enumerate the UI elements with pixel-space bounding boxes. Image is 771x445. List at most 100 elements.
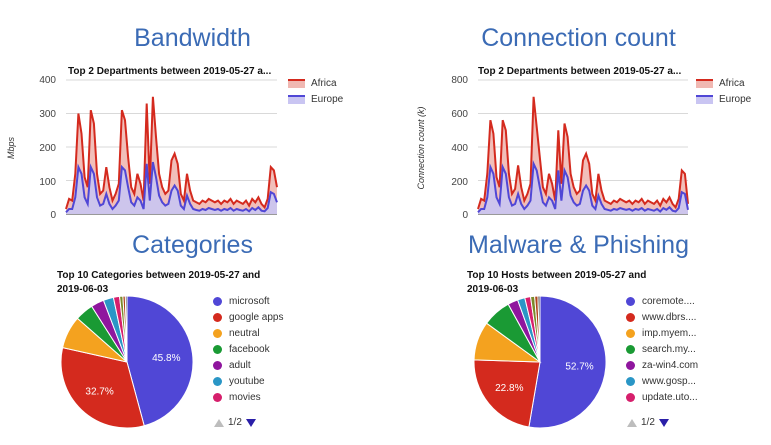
legend-item-youtube[interactable]: youtube	[213, 373, 284, 389]
bandwidth-chart: Mbps 400 300 200 100 0	[6, 75, 278, 221]
categories-pie: 45.8% 32.7%	[60, 295, 194, 429]
legend-label: www.dbrs....	[642, 311, 697, 323]
next-page-icon[interactable]	[658, 418, 669, 427]
malware-panel: Malware & Phishing Top 10 Hosts between …	[386, 222, 771, 444]
legend-item-facebook[interactable]: facebook	[213, 341, 284, 357]
legend-dot-icon	[626, 328, 635, 338]
connections-ytick-0: 800	[451, 75, 468, 86]
legend-dot-icon	[213, 296, 222, 306]
malware-chart-title-line1: Top 10 Hosts between 2019-05-27 and	[467, 270, 647, 281]
categories-page-indicator: 1/2	[228, 417, 242, 428]
bandwidth-line-europe[interactable]	[65, 161, 278, 213]
africa-swatch-icon	[696, 78, 713, 88]
bandwidth-chart-title: Top 2 Departments between 2019-05-27 a..…	[68, 66, 272, 77]
connections-ytick-2: 400	[451, 143, 468, 154]
malware-slice[interactable]	[528, 295, 607, 429]
legend-item-adult[interactable]: adult	[213, 357, 284, 373]
legend-label: youtube	[229, 375, 265, 387]
europe-swatch-icon	[696, 94, 713, 104]
legend-label: Europe	[719, 94, 752, 105]
legend-item-host-7[interactable]: update.uto...	[626, 389, 698, 405]
categories-slice[interactable]	[126, 295, 194, 427]
bandwidth-title: Bandwidth	[134, 24, 251, 52]
connections-legend-africa[interactable]: Africa	[696, 78, 745, 89]
prev-page-icon[interactable]	[214, 418, 224, 427]
connections-line-europe[interactable]	[477, 159, 689, 213]
bandwidth-ytick-3: 100	[39, 177, 56, 188]
bandwidth-ytick-1: 300	[39, 109, 56, 120]
malware-legend: coremote.... www.dbrs.... imp.myem... se…	[626, 293, 698, 405]
legend-label: imp.myem...	[642, 327, 697, 339]
legend-label: movies	[229, 391, 261, 403]
legend-dot-icon	[213, 360, 222, 370]
legend-item-host-5[interactable]: za-win4.com	[626, 357, 698, 373]
legend-label: adult	[229, 359, 251, 371]
malware-page-indicator: 1/2	[641, 417, 655, 428]
legend-dot-icon	[213, 376, 222, 386]
categories-chart-title-line1: Top 10 Categories between 2019-05-27 and	[57, 270, 261, 281]
legend-item-microsoft[interactable]: microsoft	[213, 293, 284, 309]
categories-panel: Categories Top 10 Categories between 201…	[0, 222, 385, 444]
prev-page-icon[interactable]	[627, 418, 637, 427]
malware-slice[interactable]	[537, 295, 541, 363]
legend-label: Africa	[311, 78, 337, 89]
connections-ytick-1: 600	[451, 109, 468, 120]
legend-label: Africa	[719, 78, 745, 89]
connections-line-africa[interactable]	[477, 96, 689, 210]
legend-item-host-4[interactable]: search.my...	[626, 341, 698, 357]
africa-swatch-icon	[288, 78, 305, 88]
bandwidth-ytick-4: 0	[50, 210, 56, 221]
connections-title: Connection count	[481, 24, 676, 52]
legend-dot-icon	[213, 328, 222, 338]
legend-item-host-1[interactable]: coremote....	[626, 293, 698, 309]
legend-item-host-2[interactable]: www.dbrs....	[626, 309, 698, 325]
bandwidth-ylabel: Mbps	[6, 137, 16, 160]
bandwidth-legend-europe[interactable]: Europe	[288, 94, 343, 105]
legend-item-host-3[interactable]: imp.myem...	[626, 325, 698, 341]
legend-dot-icon	[213, 312, 222, 322]
bandwidth-line-africa[interactable]	[65, 96, 278, 210]
bandwidth-panel: Bandwidth Top 2 Departments between 2019…	[0, 0, 385, 222]
legend-label: coremote....	[642, 295, 695, 307]
legend-label: za-win4.com	[642, 359, 699, 371]
malware-title: Malware & Phishing	[468, 231, 689, 259]
malware-slice-label: 52.7%	[565, 361, 593, 372]
connections-ylabel: Connection count (k)	[416, 106, 426, 189]
next-page-icon[interactable]	[245, 418, 256, 427]
categories-legend: microsoft google apps neutral facebook a…	[213, 293, 284, 405]
connections-ytick-4: 0	[462, 210, 468, 221]
malware-chart-title-line2: 2019-06-03	[467, 284, 519, 295]
legend-label: Europe	[311, 94, 344, 105]
bandwidth-ytick-0: 400	[39, 75, 56, 86]
legend-item-google-apps[interactable]: google apps	[213, 309, 284, 325]
legend-label: google apps	[229, 311, 284, 323]
connections-legend-europe[interactable]: Europe	[696, 94, 751, 105]
categories-chart-title-line2: 2019-06-03	[57, 284, 109, 295]
bandwidth-ytick-2: 200	[39, 143, 56, 154]
legend-dot-icon	[626, 312, 635, 322]
legend-dot-icon	[626, 360, 635, 370]
malware-pager: 1/2	[627, 417, 669, 428]
legend-label: www.gosp...	[642, 375, 696, 387]
connections-chart-title: Top 2 Departments between 2019-05-27 a..…	[478, 66, 682, 77]
legend-dot-icon	[626, 344, 635, 354]
legend-dot-icon	[213, 392, 222, 402]
malware-pie: 52.7% 22.8%	[473, 295, 607, 429]
legend-dot-icon	[626, 376, 635, 386]
categories-pager: 1/2	[214, 417, 256, 428]
legend-item-host-6[interactable]: www.gosp...	[626, 373, 698, 389]
legend-label: facebook	[229, 343, 270, 355]
legend-dot-icon	[213, 344, 222, 354]
categories-slice[interactable]	[60, 347, 145, 429]
connections-chart: Connection count (k) 800 600 400 200 0	[416, 75, 689, 221]
connections-panel: Connection count Top 2 Departments betwe…	[386, 0, 771, 222]
legend-item-movies[interactable]: movies	[213, 389, 284, 405]
bandwidth-legend-africa[interactable]: Africa	[288, 78, 337, 89]
categories-slice-label: 45.8%	[152, 353, 180, 364]
legend-item-neutral[interactable]: neutral	[213, 325, 284, 341]
categories-slice-label: 32.7%	[85, 387, 113, 398]
legend-label: neutral	[229, 327, 260, 339]
malware-slice[interactable]	[473, 359, 541, 428]
categories-slice[interactable]	[124, 295, 128, 363]
categories-title: Categories	[132, 231, 253, 259]
